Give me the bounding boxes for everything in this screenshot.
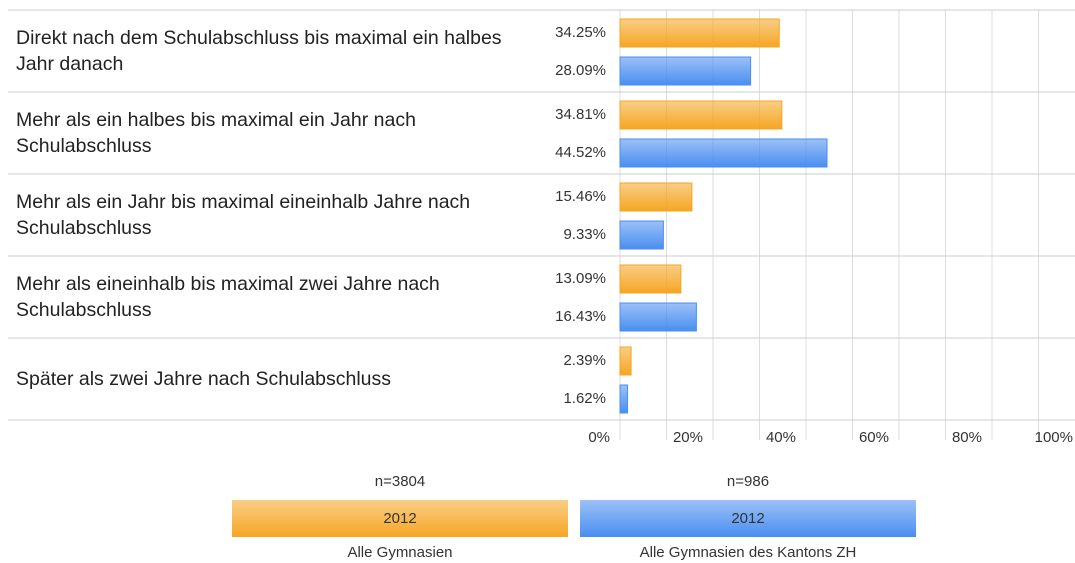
bar [619,220,664,250]
legend-name: Alle Gymnasien [347,544,452,561]
x-tick-label: 0% [588,429,610,446]
bar [619,384,629,414]
value-label: 34.25% [555,24,606,41]
value-label: 2.39% [563,352,606,369]
category-label: Mehr als ein halbes bis maximal ein Jahr… [16,109,416,157]
legend-name: Alle Gymnasien des Kantons ZH [640,544,857,561]
value-label: 16.43% [555,308,606,325]
bar [619,138,828,168]
bar [619,18,780,48]
bar [619,56,752,86]
legend-n: n=986 [727,473,769,490]
legend-n: n=3804 [375,473,425,490]
value-label: 9.33% [563,226,606,243]
category-label: Direkt nach dem Schulabschluss bis maxim… [16,27,502,75]
legend-year: 2012 [383,510,416,527]
x-tick-label: 40% [766,429,796,446]
x-tick-label: 20% [673,429,703,446]
value-label: 15.46% [555,188,606,205]
value-label: 44.52% [555,144,606,161]
x-tick-label: 100% [1035,429,1073,446]
category-label: Mehr als eineinhalb bis maximal zwei Jah… [16,273,440,321]
bar [619,302,697,332]
bar [619,346,632,376]
value-label: 34.81% [555,106,606,123]
category-label: Mehr als ein Jahr bis maximal eineinhalb… [16,191,471,239]
value-label: 1.62% [563,390,606,407]
bar [619,264,682,294]
legend-swatch [232,500,568,537]
value-label: 28.09% [555,62,606,79]
x-tick-label: 80% [952,429,982,446]
value-label: 13.09% [555,270,606,287]
legend-swatch [580,500,916,537]
category-label: Später als zwei Jahre nach Schulabschlus… [16,368,392,390]
x-tick-label: 60% [859,429,889,446]
bar [619,182,693,212]
bar [619,100,783,130]
legend-year: 2012 [731,510,764,527]
